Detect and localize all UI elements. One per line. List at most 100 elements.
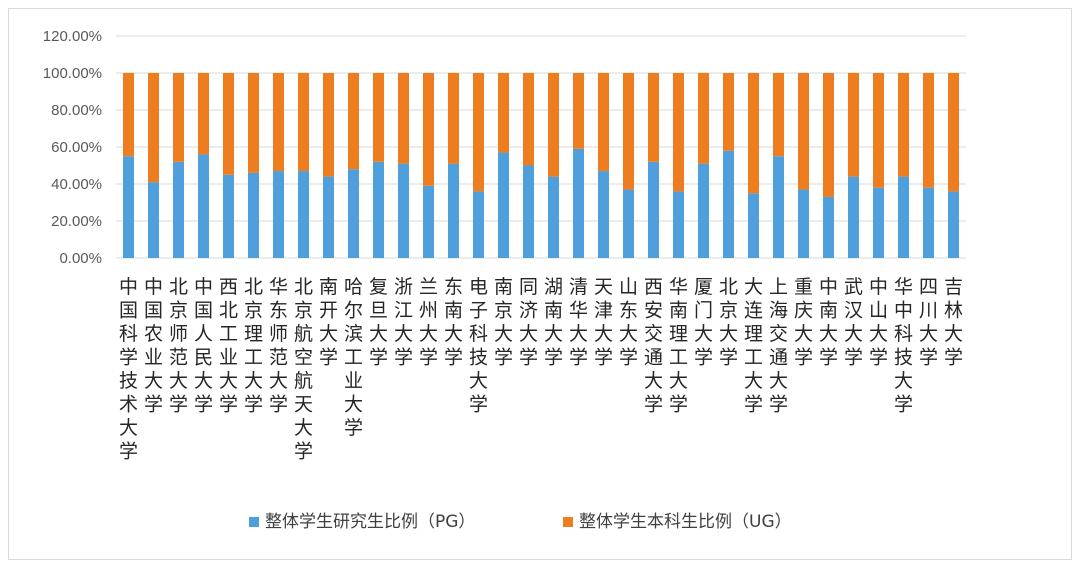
bar-pg bbox=[198, 154, 209, 258]
chart-frame bbox=[8, 8, 1072, 560]
legend-swatch-pg bbox=[249, 517, 259, 527]
bar-ug bbox=[298, 73, 309, 172]
bar-pg bbox=[548, 176, 559, 258]
category-label: 中南大学 bbox=[819, 276, 838, 369]
bar-ug bbox=[873, 73, 884, 188]
bar-ug bbox=[198, 73, 209, 155]
category-label: 西北工业大学 bbox=[219, 276, 238, 416]
bar-pg bbox=[273, 171, 284, 258]
category-label: 华中科技大学 bbox=[894, 276, 913, 416]
category-label: 上海交通大学 bbox=[769, 276, 788, 416]
bar-ug bbox=[598, 73, 609, 172]
bar-ug bbox=[173, 73, 184, 162]
category-label: 重庆大学 bbox=[794, 276, 813, 369]
bar-pg bbox=[848, 176, 859, 258]
y-axis-ticks: 0.00% 20.00% 40.00% 60.00% 80.00% 100.00% 120.… bbox=[43, 28, 102, 267]
bar-ug bbox=[123, 73, 134, 157]
bar-ug bbox=[623, 73, 634, 190]
bar-pg bbox=[798, 189, 809, 258]
bar-ug bbox=[948, 73, 959, 192]
bar-ug bbox=[748, 73, 759, 194]
bar-ug bbox=[648, 73, 659, 162]
bar-pg bbox=[948, 191, 959, 258]
category-label: 北京师范大学 bbox=[169, 276, 188, 416]
y-tick-label: 40.00% bbox=[51, 176, 102, 193]
category-label: 南开大学 bbox=[319, 276, 338, 369]
category-label: 山东大学 bbox=[619, 276, 638, 369]
bar-ug bbox=[498, 73, 509, 153]
bar-ug bbox=[323, 73, 334, 177]
bar-pg bbox=[398, 163, 409, 258]
bar-pg bbox=[123, 156, 134, 258]
bar-ug bbox=[898, 73, 909, 177]
category-label: 四川大学 bbox=[919, 276, 938, 369]
bar-pg bbox=[598, 171, 609, 258]
bar-pg bbox=[873, 187, 884, 258]
category-label: 武汉大学 bbox=[844, 276, 863, 369]
category-label: 东南大学 bbox=[444, 276, 463, 369]
bar-pg bbox=[698, 163, 709, 258]
category-label: 复旦大学 bbox=[369, 276, 388, 369]
bar-ug bbox=[448, 73, 459, 164]
category-label: 厦门大学 bbox=[694, 276, 713, 369]
bar-ug bbox=[248, 73, 259, 173]
legend: 整体学生研究生比例（PG） 整体学生本科生比例（UG） bbox=[249, 512, 792, 532]
legend-swatch-ug bbox=[563, 517, 573, 527]
legend-label-ug: 整体学生本科生比例（UG） bbox=[579, 512, 792, 532]
category-label: 浙江大学 bbox=[394, 276, 413, 369]
category-label: 西安交通大学 bbox=[644, 276, 663, 416]
bar-ug bbox=[548, 73, 559, 177]
bar-pg bbox=[173, 161, 184, 258]
category-label: 吉林大学 bbox=[944, 276, 963, 369]
category-label: 清华大学 bbox=[569, 276, 588, 369]
category-label: 华南理工大学 bbox=[669, 276, 688, 416]
bar-pg bbox=[523, 165, 534, 258]
bar-ug bbox=[473, 73, 484, 192]
bar-ug bbox=[673, 73, 684, 192]
y-tick-label: 60.00% bbox=[51, 139, 102, 156]
category-label: 北京理工大学 bbox=[244, 276, 263, 416]
bar-ug bbox=[398, 73, 409, 164]
bar-pg bbox=[498, 152, 509, 258]
bar-pg bbox=[823, 196, 834, 258]
category-label: 哈尔滨工业大学 bbox=[344, 276, 363, 439]
bar-pg bbox=[323, 176, 334, 258]
bar-ug bbox=[373, 73, 384, 162]
category-label: 中国科学技术大学 bbox=[119, 276, 138, 463]
category-label: 中国人民大学 bbox=[194, 276, 213, 416]
y-tick-label: 20.00% bbox=[51, 213, 102, 230]
category-label: 兰州大学 bbox=[419, 276, 438, 369]
bar-pg bbox=[448, 163, 459, 258]
bar-pg bbox=[348, 169, 359, 258]
bar-pg bbox=[623, 189, 634, 258]
category-label: 湖南大学 bbox=[544, 276, 563, 369]
bar-pg bbox=[423, 185, 434, 258]
category-label: 华东师范大学 bbox=[269, 276, 288, 416]
bar-pg bbox=[723, 150, 734, 258]
bar-ug bbox=[698, 73, 709, 164]
bar-ug bbox=[273, 73, 284, 172]
bar-pg bbox=[748, 193, 759, 258]
bar-pg bbox=[298, 171, 309, 258]
category-label: 北京大学 bbox=[719, 276, 738, 369]
bar-ug bbox=[923, 73, 934, 188]
bar-ug bbox=[723, 73, 734, 151]
bar-pg bbox=[673, 191, 684, 258]
bars bbox=[123, 73, 959, 258]
y-tick-label: 80.00% bbox=[51, 102, 102, 119]
bar-ug bbox=[223, 73, 234, 175]
category-label: 同济大学 bbox=[519, 276, 538, 369]
bar-ug bbox=[523, 73, 534, 166]
category-label: 南京大学 bbox=[494, 276, 513, 369]
category-label: 电子科技大学 bbox=[469, 276, 488, 416]
bar-pg bbox=[473, 191, 484, 258]
category-label: 中山大学 bbox=[869, 276, 888, 369]
gridlines bbox=[116, 35, 966, 259]
bar-ug bbox=[773, 73, 784, 157]
bar-pg bbox=[898, 176, 909, 258]
category-label: 中国农业大学 bbox=[144, 276, 163, 416]
bar-ug bbox=[423, 73, 434, 186]
category-label: 天津大学 bbox=[594, 276, 613, 369]
bar-pg bbox=[248, 172, 259, 258]
